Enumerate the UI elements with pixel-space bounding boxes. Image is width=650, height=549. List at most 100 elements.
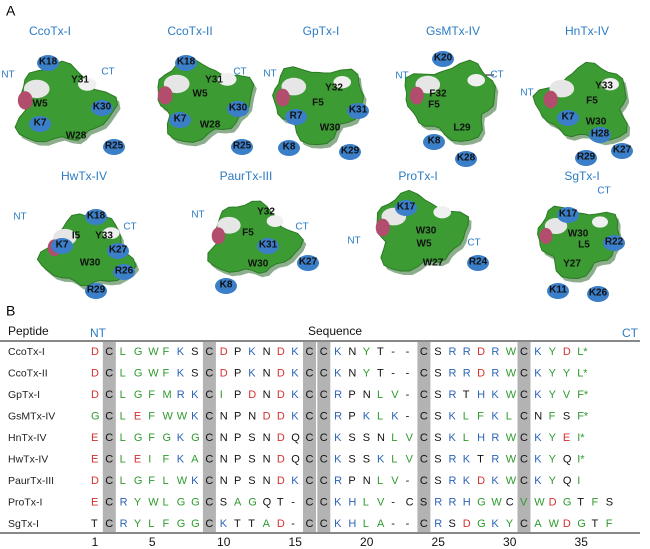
residue: K	[334, 346, 342, 358]
residue: C	[205, 367, 213, 379]
residue-label: L29	[453, 123, 471, 134]
residue: V	[377, 496, 385, 508]
residue: L	[363, 496, 369, 508]
basic-patch	[575, 150, 597, 166]
residue: N	[363, 389, 371, 401]
residue: C	[506, 496, 514, 508]
residue: L	[391, 453, 397, 465]
residue-label: K28	[457, 153, 476, 164]
residue: H	[348, 496, 356, 508]
position-number: 1	[92, 535, 99, 549]
residue: C	[520, 432, 528, 444]
residue: Q	[263, 496, 272, 508]
residue: K	[291, 367, 299, 379]
residue: C	[320, 367, 328, 379]
residue: -	[291, 518, 295, 530]
peptide-name: SgTx-I	[8, 518, 39, 530]
residue: -	[391, 518, 395, 530]
residue: F	[148, 432, 155, 444]
residue: G	[163, 432, 172, 444]
residue: C	[205, 453, 213, 465]
residue: G	[134, 346, 143, 358]
residue-label: K20	[434, 53, 453, 64]
residue: C	[105, 496, 113, 508]
residue: K	[363, 410, 371, 422]
residue: K	[534, 432, 542, 444]
residue-label: K18	[39, 57, 58, 68]
residue: P	[234, 432, 241, 444]
structure-name: ProTx-I	[398, 169, 437, 183]
basic-patch	[285, 109, 307, 125]
terminus-label: NT	[191, 210, 204, 221]
basic-patch	[603, 235, 625, 251]
residue: R	[449, 346, 457, 358]
residue: Y	[549, 432, 557, 444]
surface-patch	[217, 216, 241, 234]
residue: Q	[291, 432, 300, 444]
residue: K	[248, 346, 256, 358]
surface-structure	[404, 51, 499, 167]
residue-label: R26	[115, 266, 134, 277]
residue: D	[477, 475, 485, 487]
residue: V	[391, 475, 399, 487]
peptide-name: HnTx-IV	[8, 432, 47, 444]
basic-patch	[257, 238, 279, 254]
nt-label: NT	[90, 326, 107, 340]
basic-patch	[432, 51, 454, 67]
residue: Y	[363, 367, 371, 379]
residue-label: R24	[469, 257, 488, 268]
residue: K	[291, 389, 299, 401]
surface-patch	[467, 74, 486, 87]
residue: -	[291, 496, 295, 508]
residue: C	[105, 475, 113, 487]
residue: N	[263, 475, 271, 487]
surface-patch	[275, 88, 290, 107]
residue: L	[120, 475, 126, 487]
terminus-label: CT	[101, 67, 114, 78]
residue: K	[534, 475, 542, 487]
position-number: 20	[360, 535, 374, 549]
residue: A	[191, 453, 199, 465]
residue: L	[377, 475, 383, 487]
basic-patch	[91, 100, 113, 116]
residue: C	[105, 518, 113, 530]
residue: C	[105, 453, 113, 465]
surface-patch	[157, 86, 173, 105]
residue: S	[563, 410, 570, 422]
column-header: Sequence	[308, 324, 362, 338]
residue-label: K8	[283, 142, 296, 153]
residue-label: I5	[72, 231, 81, 242]
residue-label: W27	[423, 258, 444, 269]
residue: C	[320, 496, 328, 508]
residue: C	[520, 475, 528, 487]
residue: N	[263, 453, 271, 465]
residue: E	[563, 432, 570, 444]
residue: C	[205, 432, 213, 444]
residue-label: K29	[341, 146, 360, 157]
residue: T	[477, 453, 484, 465]
residue: E	[91, 496, 98, 508]
residue: D	[477, 367, 485, 379]
ct-label: CT	[622, 326, 639, 340]
basic-patch	[227, 101, 249, 117]
residue: L	[120, 367, 126, 379]
residue: -	[391, 496, 395, 508]
cys-column	[317, 342, 331, 532]
residue-label: F5	[312, 98, 324, 109]
residue: G	[177, 496, 186, 508]
residue: F	[163, 367, 170, 379]
surface-structure	[532, 61, 633, 166]
residue: I*	[577, 432, 585, 444]
basic-patch	[423, 134, 445, 150]
residue-label: K17	[397, 202, 416, 213]
residue: W	[177, 410, 188, 422]
residue: K	[534, 389, 542, 401]
residue: -	[391, 346, 395, 358]
residue: L	[391, 432, 397, 444]
residue: S	[434, 367, 441, 379]
residue: V	[520, 496, 528, 508]
terminus-label: NT	[13, 212, 26, 223]
residue: R	[120, 518, 128, 530]
residue: Y	[506, 518, 514, 530]
basic-patch	[395, 200, 417, 216]
